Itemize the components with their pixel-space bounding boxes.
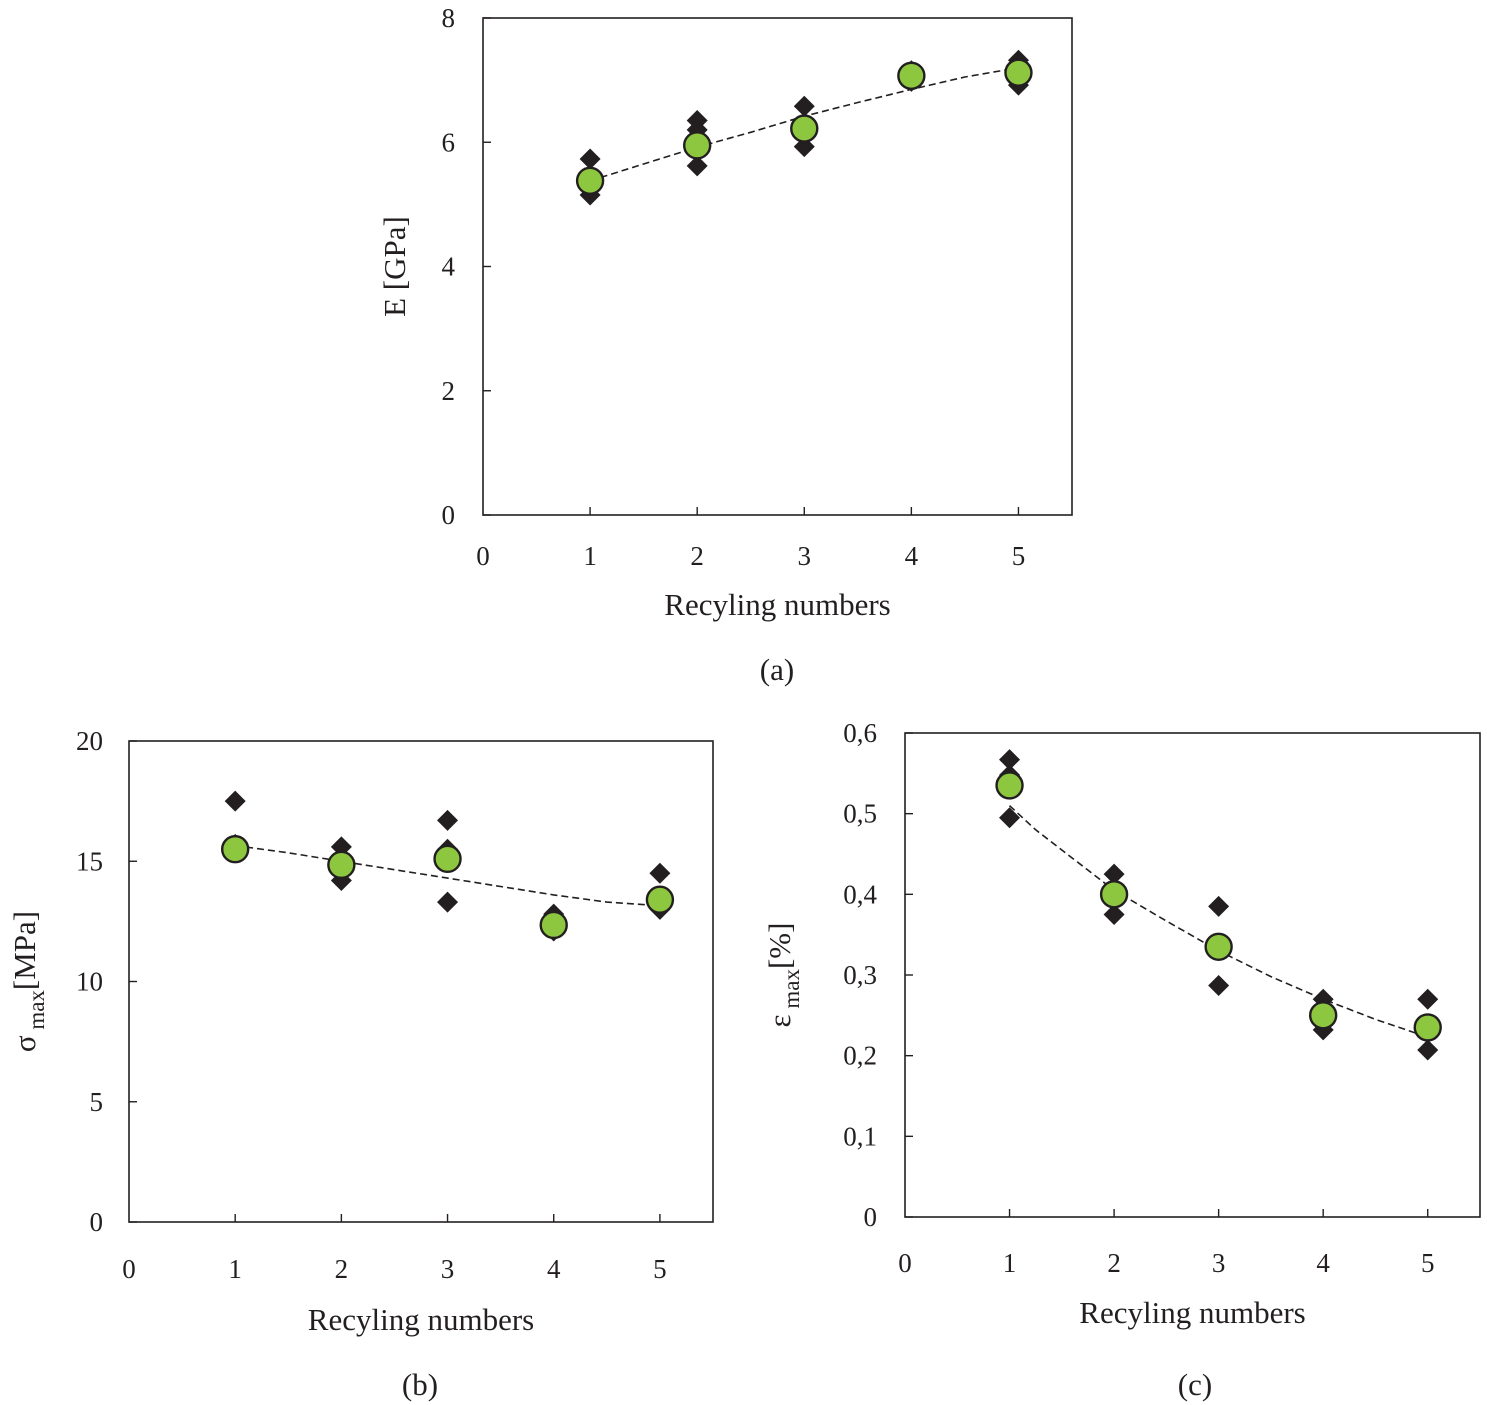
c-sample-point xyxy=(1208,974,1230,996)
a-xtick-label: 2 xyxy=(690,541,704,571)
c-sample-point xyxy=(1103,904,1125,925)
c-xtick-label: 5 xyxy=(1421,1248,1435,1278)
a-mean-point xyxy=(575,166,605,195)
b-mean-point xyxy=(220,835,250,864)
b-mean-point xyxy=(327,850,356,880)
b-xtick-label: 2 xyxy=(335,1254,349,1284)
a-xtick-label: 0 xyxy=(476,541,490,571)
c-mean-point xyxy=(995,771,1024,800)
c-mean-point xyxy=(1413,1013,1442,1042)
a-sample-point xyxy=(579,148,601,170)
b-ytick-label: 10 xyxy=(76,967,103,997)
b-xtick-label: 0 xyxy=(122,1254,136,1284)
c-ytick-label: 0,3 xyxy=(843,960,877,990)
b-sample-point xyxy=(224,790,246,812)
b-xtick-label: 5 xyxy=(653,1254,667,1284)
a-xtick-label: 4 xyxy=(905,541,919,571)
c-ytick-label: 0 xyxy=(864,1202,878,1232)
b-xtick-label: 3 xyxy=(441,1254,455,1284)
a-xtick-label: 5 xyxy=(1012,541,1026,571)
a-sample-point xyxy=(793,95,815,117)
c-xtick-label: 3 xyxy=(1212,1248,1226,1278)
b-mean-point xyxy=(539,910,568,940)
b-ytick-label: 15 xyxy=(76,846,103,876)
c-sample-point xyxy=(1417,988,1439,1010)
b-panel-label: (b) xyxy=(402,1367,438,1402)
b-plot-frame xyxy=(128,740,714,1223)
a-y-axis-title: E [GPa] xyxy=(377,216,412,317)
a-panel-label: (a) xyxy=(760,652,794,687)
c-sample-point xyxy=(999,749,1021,771)
b-sample-point xyxy=(437,891,459,913)
b-ytick-label: 0 xyxy=(90,1207,104,1237)
c-sample-point xyxy=(1417,1039,1439,1061)
panel-a-chart: 0 2 4 6 8 0 1 2 3 4 5 Recyling numbers E [GPa] (a) xyxy=(377,3,1073,687)
a-mean-point xyxy=(1004,58,1033,87)
c-trend-line xyxy=(1008,805,1428,1038)
a-plot-frame xyxy=(482,17,1073,516)
b-xtick-label: 4 xyxy=(547,1254,561,1284)
a-ytick-label: 8 xyxy=(442,3,456,33)
panel-b-chart: 0 5 10 15 20 0 1 2 3 4 5 Recyling numbers σ max[MPa]… xyxy=(7,726,714,1402)
a-x-axis-title: Recyling numbers xyxy=(664,587,890,622)
a-xtick-label: 1 xyxy=(583,541,597,571)
a-mean-point xyxy=(790,114,819,143)
b-ytick-label: 20 xyxy=(76,726,103,756)
c-ytick-label: 0,4 xyxy=(843,879,877,909)
c-ytick-label: 0,2 xyxy=(843,1041,877,1071)
c-mean-point xyxy=(1308,1001,1338,1030)
c-y-axis-title: ε max[%] xyxy=(762,923,804,1028)
a-sample-point xyxy=(686,155,708,177)
b-x-axis-title: Recyling numbers xyxy=(308,1302,534,1337)
a-xtick-label: 3 xyxy=(798,541,812,571)
c-x-axis-title: Recyling numbers xyxy=(1079,1295,1305,1330)
b-sample-point xyxy=(437,809,459,831)
b-mean-point xyxy=(645,885,675,914)
c-ytick-label: 0,5 xyxy=(843,799,877,829)
b-mean-point xyxy=(433,844,462,874)
panel-c-chart: 0 0,1 0,2 0,3 0,4 0,5 0,6 0 1 2 3 4 5 Recyling number… xyxy=(762,718,1481,1402)
a-mean-point xyxy=(897,61,926,90)
b-ytick-label: 5 xyxy=(90,1087,104,1117)
c-panel-label: (c) xyxy=(1178,1367,1212,1402)
a-mean-point xyxy=(682,131,712,160)
a-ytick-label: 2 xyxy=(442,376,456,406)
c-xtick-label: 1 xyxy=(1003,1248,1017,1278)
c-xtick-label: 4 xyxy=(1316,1248,1330,1278)
b-trend-line xyxy=(235,844,660,907)
a-ytick-label: 0 xyxy=(442,500,456,530)
c-mean-point xyxy=(1099,880,1129,909)
b-sample-point xyxy=(649,862,671,884)
c-xtick-label: 0 xyxy=(898,1248,912,1278)
c-sample-point xyxy=(999,807,1021,829)
c-xtick-label: 2 xyxy=(1107,1248,1121,1278)
b-y-axis-title: σ max[MPa] xyxy=(7,911,49,1052)
c-mean-point xyxy=(1204,932,1233,961)
a-ytick-label: 4 xyxy=(442,252,456,282)
c-plot-frame xyxy=(904,732,1481,1218)
b-xtick-label: 1 xyxy=(228,1254,242,1284)
c-ytick-label: 0,1 xyxy=(843,1121,877,1151)
c-sample-point xyxy=(1103,863,1125,885)
a-ytick-label: 6 xyxy=(442,127,456,157)
c-sample-point xyxy=(1208,895,1230,917)
c-ytick-label: 0,6 xyxy=(843,718,877,748)
